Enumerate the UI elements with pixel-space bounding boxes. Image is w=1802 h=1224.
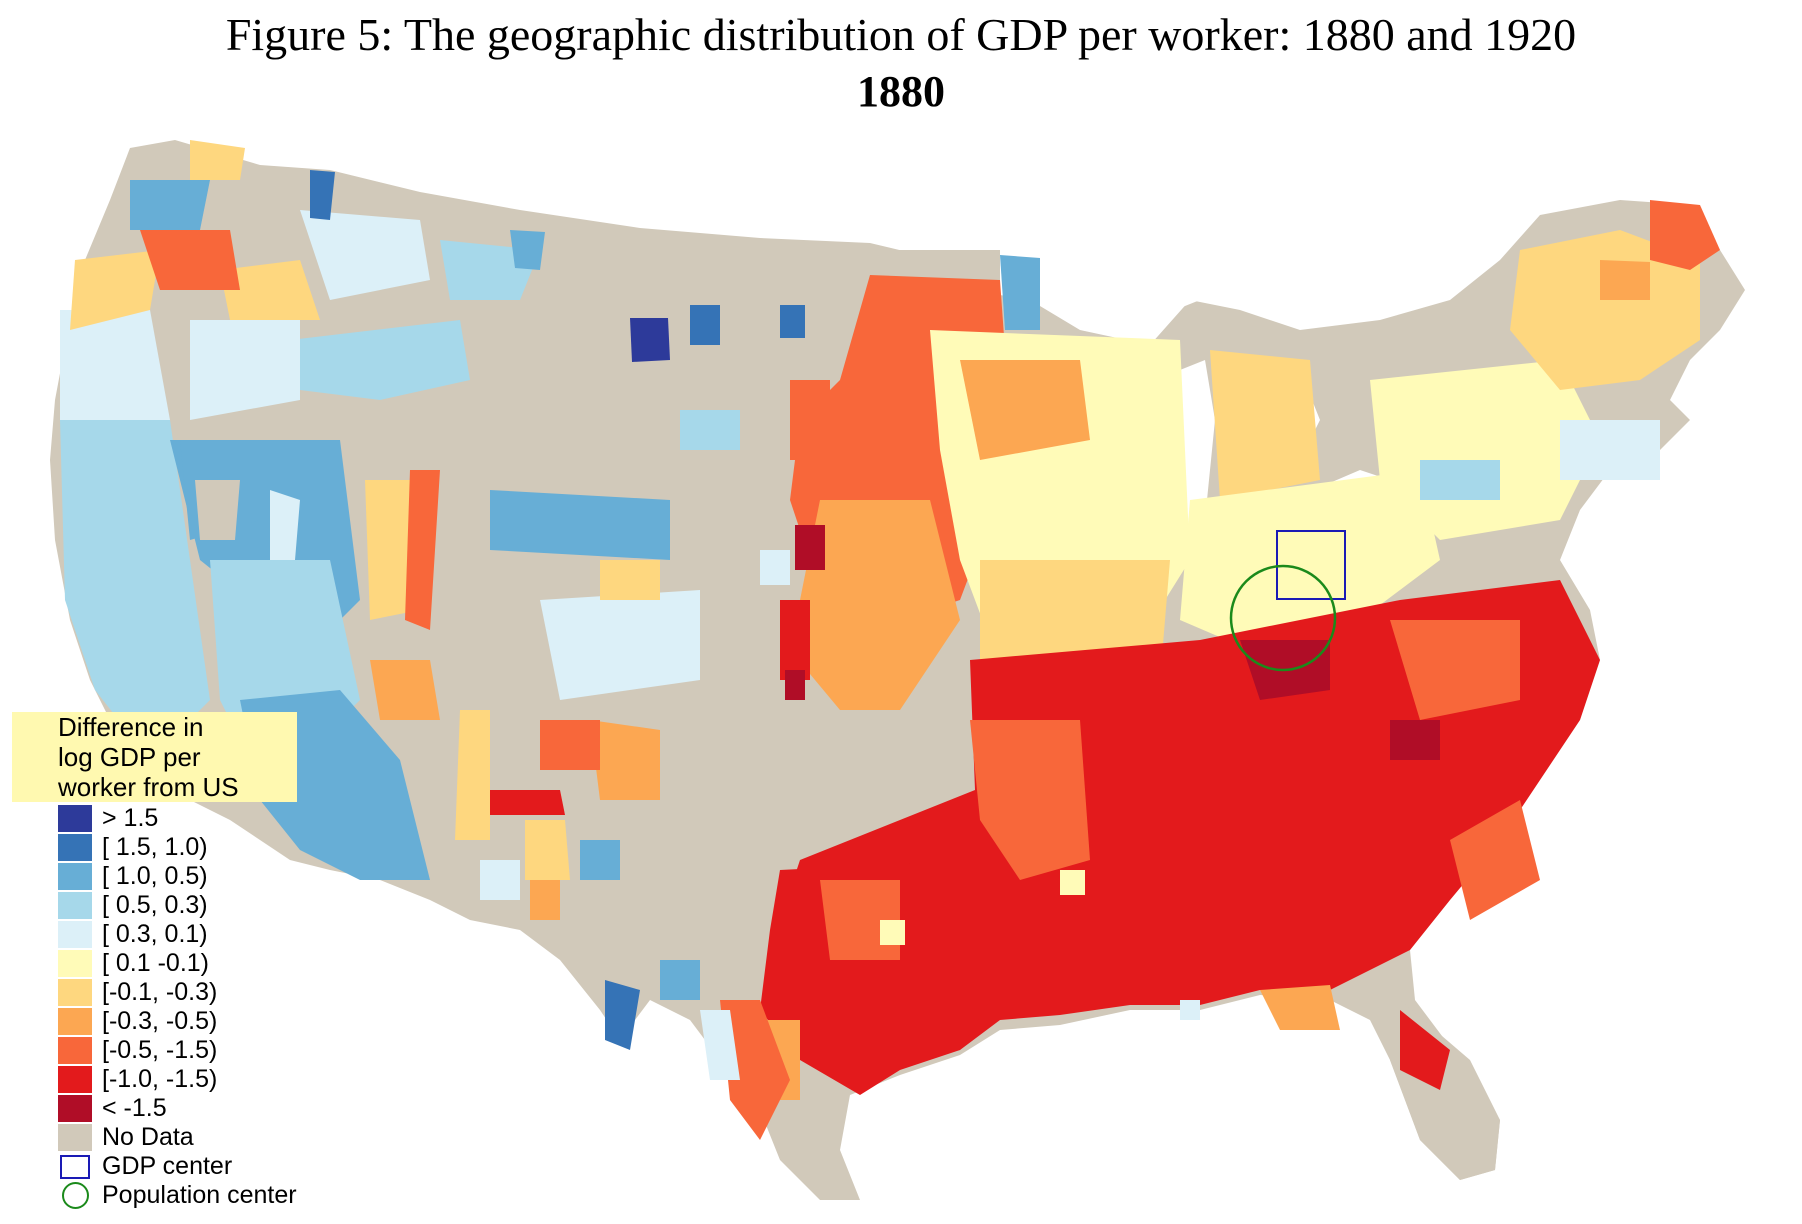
legend-item: [-0.3, -0.5) <box>58 1007 297 1036</box>
legend-item: [ 0.1 -0.1) <box>58 949 297 978</box>
legend-label: GDP center <box>102 1152 233 1180</box>
gdp-center-marker <box>1276 530 1346 600</box>
legend-label: [-1.0, -1.5) <box>102 1065 218 1093</box>
legend-label: [-0.5, -1.5) <box>102 1036 218 1064</box>
legend-item: [ 1.0, 0.5) <box>58 862 297 891</box>
legend-item: < -1.5 <box>58 1094 297 1123</box>
legend-title: Difference in log GDP per worker from US <box>12 712 297 802</box>
legend-item: > 1.5 <box>58 804 297 833</box>
map-legend: Difference in log GDP per worker from US… <box>12 712 297 1210</box>
legend-title-line: log GDP per <box>58 742 201 772</box>
legend-title-line: Difference in <box>58 712 204 742</box>
legend-label: No Data <box>102 1123 194 1151</box>
legend-label: [ 1.5, 1.0) <box>102 833 208 861</box>
legend-item: No Data <box>58 1123 297 1152</box>
lake-superior <box>1060 280 1200 330</box>
population-center-marker <box>1229 564 1337 672</box>
legend-label: [-0.3, -0.5) <box>102 1007 218 1035</box>
legend-swatch <box>58 1008 92 1035</box>
legend-label: < -1.5 <box>102 1094 167 1122</box>
legend-label: Population center <box>102 1181 297 1209</box>
legend-swatch <box>58 1066 92 1093</box>
legend-label: [ 0.1 -0.1) <box>102 949 209 977</box>
population-center-symbol <box>62 1182 89 1209</box>
legend-gdp-center: GDP center <box>58 1152 297 1181</box>
legend-item: [ 1.5, 1.0) <box>58 833 297 862</box>
legend-swatch <box>58 805 92 832</box>
legend-item: [ 0.3, 0.1) <box>58 920 297 949</box>
legend-label: > 1.5 <box>102 804 159 832</box>
legend-swatch <box>58 863 92 890</box>
legend-swatch <box>58 979 92 1006</box>
plains-regions <box>455 250 1040 1050</box>
legend-swatch <box>58 1037 92 1064</box>
legend-swatch <box>58 1095 92 1122</box>
legend-label: [ 0.5, 0.3) <box>102 891 208 919</box>
legend-item: [-0.1, -0.3) <box>58 978 297 1007</box>
legend-label: [ 0.3, 0.1) <box>102 920 208 948</box>
gdp-center-symbol <box>60 1154 90 1179</box>
legend-population-center: Population center <box>58 1181 297 1210</box>
legend-swatch <box>58 950 92 977</box>
legend-swatch <box>58 834 92 861</box>
figure-title: Figure 5: The geographic distribution of… <box>225 9 1577 60</box>
legend-label: [-0.1, -0.3) <box>102 978 218 1006</box>
legend-swatch <box>58 1124 92 1151</box>
legend-item: [-1.0, -1.5) <box>58 1065 297 1094</box>
panel-title: 1880 <box>857 67 945 116</box>
legend-label: [ 1.0, 0.5) <box>102 862 208 890</box>
legend-item: [-0.5, -1.5) <box>58 1036 297 1065</box>
legend-item: [ 0.5, 0.3) <box>58 891 297 920</box>
legend-title-line: worker from US <box>58 772 239 802</box>
legend-swatch <box>58 921 92 948</box>
south-regions <box>700 580 1600 1180</box>
legend-swatch <box>58 892 92 919</box>
